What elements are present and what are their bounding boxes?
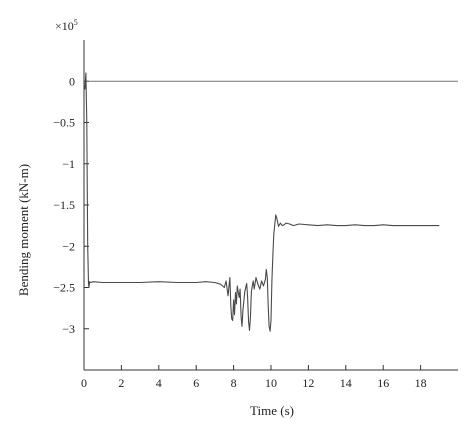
x-tick-label: 14 <box>340 376 352 390</box>
x-tick-label: 6 <box>193 376 199 390</box>
x-tick-label: 8 <box>231 376 237 390</box>
x-tick-label: 4 <box>156 376 162 390</box>
x-tick-label: 16 <box>377 376 389 390</box>
y-tick-label: −3 <box>62 322 75 336</box>
y-multiplier-label: ×105 <box>55 18 78 33</box>
x-tick-label: 12 <box>302 376 314 390</box>
x-axis-ticks: 0 2 4 6 8 10 12 14 16 18 <box>81 365 427 390</box>
x-tick-label: 2 <box>118 376 124 390</box>
x-tick-label: 0 <box>81 376 87 390</box>
x-tick-label: 18 <box>415 376 427 390</box>
y-axis-ticks: 0 −0.5 −1 −1.5 −2 −2.5 −3 <box>53 74 89 336</box>
y-tick-label: −2 <box>62 239 75 253</box>
y-tick-label: −2.5 <box>53 281 75 295</box>
x-tick-label: 10 <box>265 376 277 390</box>
series-line <box>84 72 440 332</box>
y-multiplier-exponent: 5 <box>74 18 78 27</box>
y-axis-label: Bending moment (kN-m) <box>16 164 31 296</box>
y-tick-label: −0.5 <box>53 116 75 130</box>
y-tick-label: −1 <box>62 157 75 171</box>
y-tick-label: −1.5 <box>53 198 75 212</box>
x-axis-label: Time (s) <box>250 403 294 418</box>
y-tick-label: 0 <box>69 74 75 88</box>
